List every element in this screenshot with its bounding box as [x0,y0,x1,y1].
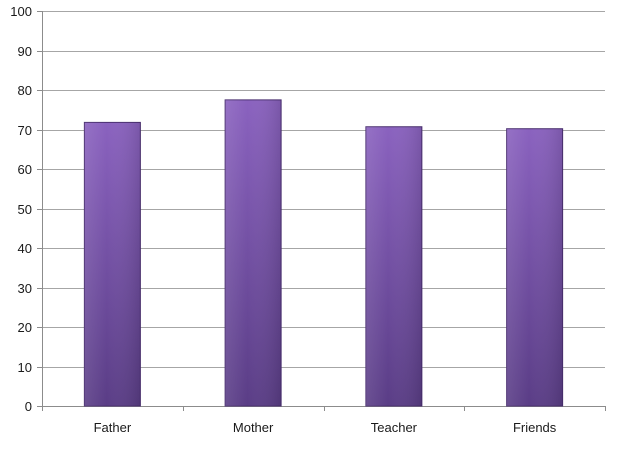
x-tick-label: Teacher [371,420,418,435]
y-tick-label: 90 [18,44,32,59]
y-tick-label: 70 [18,123,32,138]
y-tick-label: 60 [18,162,32,177]
x-tick-label: Friends [513,420,557,435]
y-tick-label: 20 [18,320,32,335]
y-tick-label: 50 [18,202,32,217]
bar-shading [506,128,563,406]
y-tick-label: 10 [18,360,32,375]
bars [83,99,564,407]
bar-shading [84,122,141,406]
y-tick-label: 30 [18,281,32,296]
y-axis-tick-labels: 0 10 20 30 40 50 60 70 80 90 100 [10,4,32,414]
y-tick-label: 40 [18,241,32,256]
x-tick-label: Mother [233,420,274,435]
y-tick-label: 0 [25,399,32,414]
bar-shading [225,99,282,406]
x-tick-label: Father [94,420,132,435]
x-axis-tick-labels: Father Mother Teacher Friends [94,420,557,435]
bar-shading [365,126,422,407]
y-tick-label: 80 [18,83,32,98]
y-tick-label: 100 [10,4,32,19]
